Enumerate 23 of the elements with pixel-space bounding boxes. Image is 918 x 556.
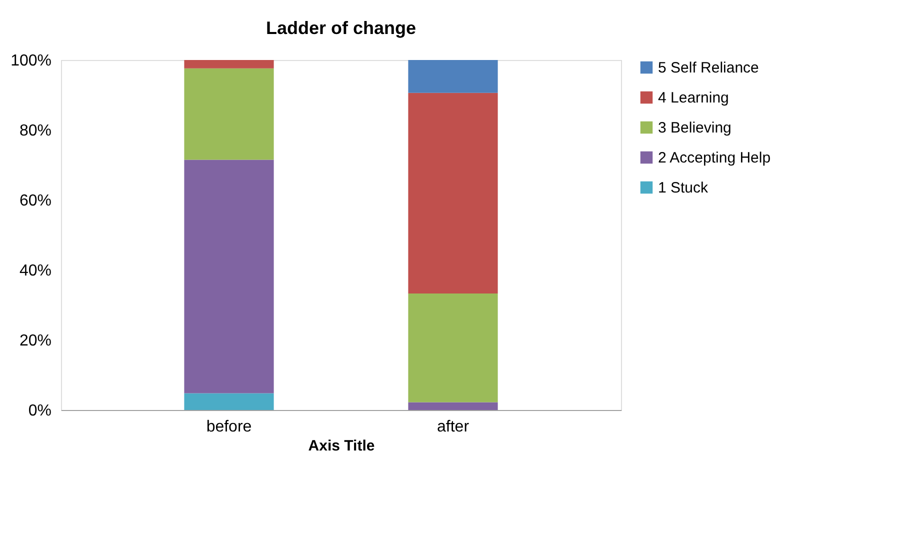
y-tick-label: 20%: [19, 332, 52, 350]
y-tick-label: 60%: [19, 192, 52, 210]
legend-label: 1 Stuck: [658, 180, 709, 196]
y-tick-label: 0%: [28, 402, 52, 420]
x-tick-label: after: [436, 418, 470, 436]
legend-label: 4 Learning: [658, 90, 729, 106]
bar: [184, 160, 274, 394]
legend-label: 3 Believing: [658, 120, 732, 136]
bar: [184, 60, 274, 68]
bar: [184, 68, 274, 160]
y-tick-label: 40%: [19, 262, 52, 280]
bar: [408, 402, 498, 410]
x-tick-label: before: [206, 418, 252, 436]
legend-label: 2 Accepting Help: [658, 150, 771, 166]
y-tick-label: 100%: [10, 52, 52, 70]
bar: [184, 393, 274, 410]
legend-label: 5 Self Reliance: [658, 60, 759, 76]
x-axis-title: Axis Title: [308, 438, 375, 454]
bar: [408, 60, 498, 93]
chart-title: Ladder of change: [266, 18, 416, 38]
y-tick-label: 80%: [19, 122, 52, 140]
bar: [408, 92, 498, 294]
bar: [408, 293, 498, 402]
